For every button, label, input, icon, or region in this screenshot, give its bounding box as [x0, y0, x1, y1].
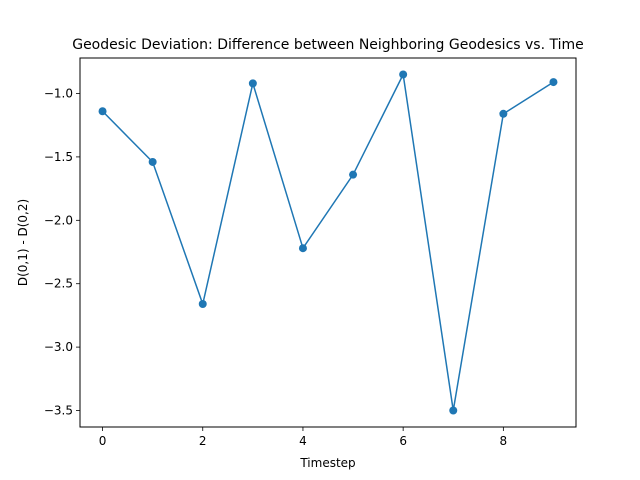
- data-point: [349, 170, 358, 179]
- chart-title: Geodesic Deviation: Difference between N…: [72, 37, 584, 53]
- x-tick-label: 6: [399, 434, 407, 448]
- data-point: [449, 406, 458, 415]
- data-point: [399, 70, 408, 79]
- x-tick-label: 0: [99, 434, 107, 448]
- data-point: [549, 78, 558, 87]
- axis-ticks: 0 2 4 6 8 −3.5 −3.0 −2.5 −2.0 −1.5 −1.0: [44, 87, 507, 448]
- y-tick-label: −3.0: [44, 340, 73, 354]
- data-point: [148, 157, 157, 166]
- data-point: [98, 107, 107, 116]
- data-point: [499, 109, 508, 118]
- y-tick-label: −1.5: [44, 150, 73, 164]
- data-point: [248, 79, 257, 88]
- y-tick-label: −2.0: [44, 213, 73, 227]
- y-tick-label: −1.0: [44, 87, 73, 101]
- x-tick-label: 8: [500, 434, 508, 448]
- x-tick-label: 2: [199, 434, 207, 448]
- y-tick-label: −3.5: [44, 404, 73, 418]
- data-point: [198, 300, 207, 308]
- data-point: [298, 244, 307, 253]
- y-axis-label: D(0,1) - D(0,2): [16, 199, 30, 286]
- plot-area: [98, 70, 558, 415]
- axes-frame: [79, 57, 577, 428]
- x-tick-label: 4: [299, 434, 307, 448]
- series-line: [102, 72, 554, 411]
- y-tick-label: −2.5: [44, 277, 73, 291]
- x-axis-label: Timestep: [299, 456, 355, 470]
